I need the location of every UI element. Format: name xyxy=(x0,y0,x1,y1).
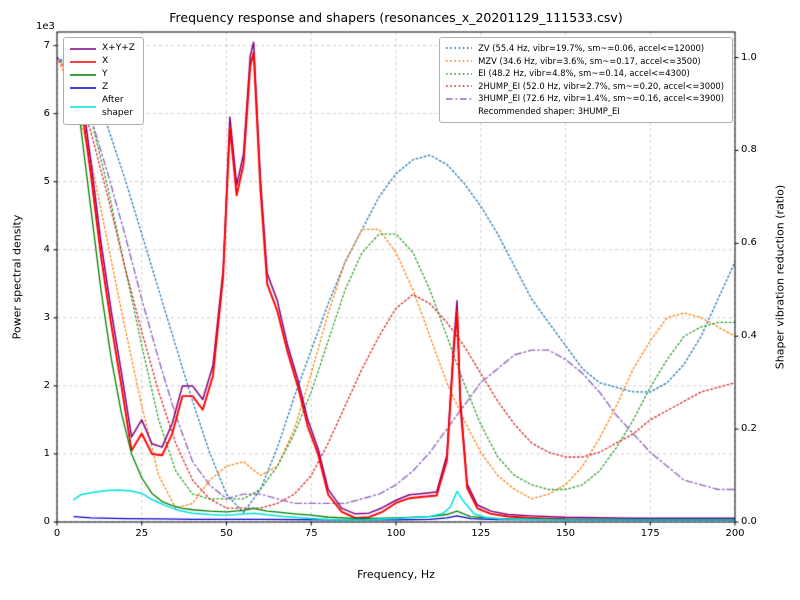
legend-item: MZV (34.6 Hz, vibr=3.6%, sm~=0.17, accel… xyxy=(446,55,724,68)
legend-line-icon xyxy=(446,85,473,87)
legend-item: ZV (55.4 Hz, vibr=19.7%, sm~=0.06, accel… xyxy=(446,42,724,55)
legend-item: Y xyxy=(70,68,135,81)
right-tick-label: 0.2 xyxy=(741,423,757,435)
left-tick-label: 5 xyxy=(43,175,50,187)
legend-item: 2HUMP_EI (52.0 Hz, vibr=2.7%, sm~=0.20, … xyxy=(446,80,724,93)
left-tick-label: 6 xyxy=(43,107,50,119)
x-axis-label: Frequency, Hz xyxy=(357,568,435,581)
legend-label: ZV (55.4 Hz, vibr=19.7%, sm~=0.06, accel… xyxy=(478,43,705,53)
x-tick-label: 125 xyxy=(471,528,491,539)
right-tick-label: 0.8 xyxy=(741,144,757,156)
left-tick-label: 7 xyxy=(43,39,50,51)
chart-title: Frequency response and shapers (resonanc… xyxy=(169,10,623,25)
legend-line-icon xyxy=(70,60,96,63)
legend-line-icon xyxy=(70,47,96,50)
x-tick-label: 100 xyxy=(386,528,406,539)
legend-item: Recommended shaper: 3HUMP_EI xyxy=(446,105,724,118)
x-tick-label: 50 xyxy=(220,528,233,539)
legend-line-icon xyxy=(70,73,96,76)
legend-label: Y xyxy=(102,69,108,80)
legend-item: EI (48.2 Hz, vibr=4.8%, sm~=0.14, accel<… xyxy=(446,67,724,80)
legend-shapers: ZV (55.4 Hz, vibr=19.7%, sm~=0.06, accel… xyxy=(439,37,733,123)
x-tick-label: 200 xyxy=(725,528,745,539)
right-axis-label: Shaper vibration reduction (ratio) xyxy=(773,184,787,370)
legend-label: 2HUMP_EI (52.0 Hz, vibr=2.7%, sm~=0.20, … xyxy=(478,80,724,91)
legend-label: X+Y+Z xyxy=(102,43,135,53)
legend-label: Recommended shaper: 3HUMP_EI xyxy=(478,106,620,117)
legend-label: X xyxy=(102,56,109,67)
left-tick-label: 4 xyxy=(43,243,50,255)
right-tick-label: 0.4 xyxy=(741,330,757,342)
legend-line-icon xyxy=(446,47,473,50)
left-tick-label: 3 xyxy=(43,311,50,323)
legend-label: MZV (34.6 Hz, vibr=3.6%, sm~=0.17, accel… xyxy=(478,55,701,66)
right-tick-label: 0.0 xyxy=(741,516,757,527)
legend-line-icon xyxy=(70,86,96,89)
legend-line-icon xyxy=(446,72,473,75)
right-tick-label: 1.0 xyxy=(741,51,757,63)
x-tick-label: 0 xyxy=(53,528,61,539)
legend-item: After shaper xyxy=(70,94,135,120)
legend-label: EI (48.2 Hz, vibr=4.8%, sm~=0.14, accel<… xyxy=(478,68,690,79)
legend-item: X+Y+Z xyxy=(70,42,135,55)
legend-label: After shaper xyxy=(102,95,133,119)
x-tick-label: 175 xyxy=(640,528,660,539)
x-tick-label: 25 xyxy=(135,528,149,539)
left-tick-label: 1 xyxy=(43,447,50,459)
legend-psd: X+Y+Z X Y Z After shaper xyxy=(63,37,144,126)
left-axis-offset-text: 1e3 xyxy=(36,21,55,32)
right-tick-label: 0.6 xyxy=(741,237,757,249)
legend-line-icon xyxy=(70,106,96,109)
legend-item: X xyxy=(70,55,135,68)
legend-item: 3HUMP_EI (72.6 Hz, vibr=1.4%, sm~=0.16, … xyxy=(446,92,724,105)
legend-label: 3HUMP_EI (72.6 Hz, vibr=1.4%, sm~=0.16, … xyxy=(478,93,724,104)
legend-line-icon xyxy=(446,97,473,100)
left-tick-label: 2 xyxy=(43,379,50,391)
legend-line-icon xyxy=(446,60,473,62)
x-tick-label: 150 xyxy=(555,528,576,539)
left-axis-label: Power spectral density xyxy=(10,214,24,340)
legend-item: Z xyxy=(70,81,135,94)
left-tick-label: 0 xyxy=(43,516,50,527)
x-tick-label: 75 xyxy=(304,528,318,539)
legend-label: Z xyxy=(102,82,109,93)
